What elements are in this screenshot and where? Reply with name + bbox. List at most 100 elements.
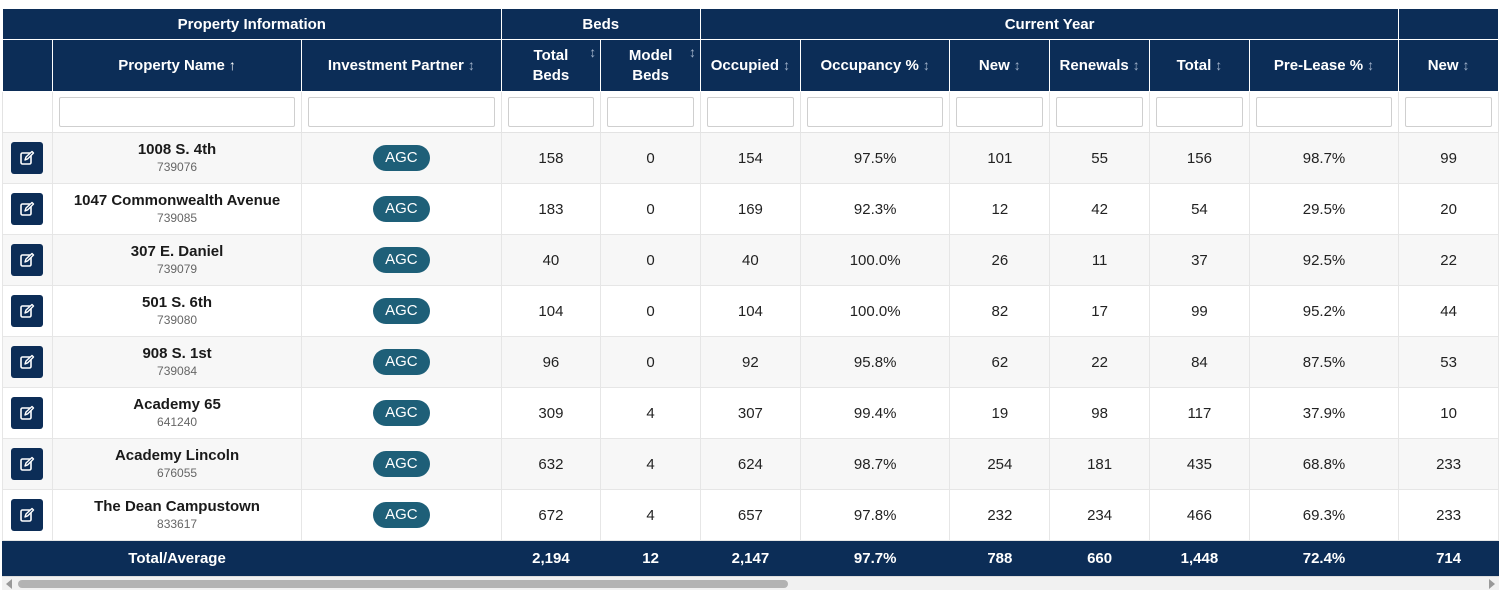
header-renewals[interactable]: Renewals ↕ xyxy=(1049,39,1151,92)
cell-occupancy: 99.4% xyxy=(799,387,951,439)
edit-icon xyxy=(20,354,35,369)
cell-total-beds: 40 xyxy=(500,234,602,286)
actions-cell xyxy=(2,285,53,337)
edit-button[interactable] xyxy=(11,193,44,225)
cell-occupancy: 98.7% xyxy=(799,438,951,490)
filter-renewals-input[interactable] xyxy=(1056,97,1144,127)
property-id: 739084 xyxy=(157,364,198,378)
cell-total: 435 xyxy=(1149,438,1250,490)
cell-prelease: 69.3% xyxy=(1248,489,1400,541)
cell-model-beds: 0 xyxy=(600,336,701,388)
totals-renewals: 660 xyxy=(1049,540,1151,576)
scrollbar-thumb[interactable] xyxy=(18,580,788,588)
property-name-cell[interactable]: 908 S. 1st 739084 xyxy=(51,336,303,388)
sort-asc-icon: ↑ xyxy=(228,57,236,73)
property-name[interactable]: 1047 Commonwealth Avenue xyxy=(73,192,281,209)
property-name[interactable]: 307 E. Daniel xyxy=(130,243,224,260)
cell-prelease: 68.8% xyxy=(1248,438,1400,490)
header-label: New xyxy=(978,57,1010,74)
property-name-cell[interactable]: The Dean Campustown 833617 xyxy=(51,489,303,541)
property-id: 739079 xyxy=(157,262,198,276)
edit-button[interactable] xyxy=(11,397,44,429)
investment-partner-cell: AGC xyxy=(301,183,502,235)
header-model-beds[interactable]: Model Beds ↕ xyxy=(600,39,701,92)
property-name-cell[interactable]: 1008 S. 4th 739076 xyxy=(51,132,303,184)
filter-cell xyxy=(949,91,1051,133)
property-name-cell[interactable]: Academy 65 641240 xyxy=(51,387,303,439)
cell-prelease: 92.5% xyxy=(1248,234,1400,286)
header-total-beds[interactable]: Total Beds ↕ xyxy=(500,39,602,92)
cell-new-next: 53 xyxy=(1398,336,1499,388)
header-investment-partner[interactable]: Investment Partner ↕ xyxy=(301,39,502,92)
sort-icon: ↕ xyxy=(1132,57,1140,73)
header-label: Beds xyxy=(632,66,669,84)
header-new[interactable]: New ↕ xyxy=(949,39,1051,92)
property-name[interactable]: Academy 65 xyxy=(133,396,221,413)
filter-model-beds-input[interactable] xyxy=(607,97,694,127)
property-name-cell[interactable]: 307 E. Daniel 739079 xyxy=(51,234,303,286)
header-occupancy-pct[interactable]: Occupancy % ↕ xyxy=(799,39,951,92)
edit-button[interactable] xyxy=(11,295,44,327)
table-row: Academy 65 641240 AGC 309 4 307 99.4% 19 98 117 37… xyxy=(2,387,1499,439)
cell-total: 156 xyxy=(1149,132,1250,184)
property-name[interactable]: The Dean Campustown xyxy=(94,498,260,515)
filter-occupied-input[interactable] xyxy=(706,97,794,127)
properties-table: Property Information Beds Current Year P… xyxy=(2,8,1499,576)
property-name[interactable]: 501 S. 6th xyxy=(142,294,213,311)
edit-button[interactable] xyxy=(11,142,44,174)
edit-button[interactable] xyxy=(11,244,44,276)
cell-occupancy: 100.0% xyxy=(799,234,951,286)
edit-icon xyxy=(20,303,35,318)
cell-model-beds: 4 xyxy=(600,489,701,541)
cell-occupied: 307 xyxy=(699,387,801,439)
property-name[interactable]: 908 S. 1st xyxy=(142,345,212,362)
property-name-cell[interactable]: 501 S. 6th 739080 xyxy=(51,285,303,337)
edit-icon xyxy=(20,252,35,267)
header-label: Occupancy % xyxy=(820,57,919,74)
sort-icon: ↕ xyxy=(467,57,475,73)
cell-new: 26 xyxy=(949,234,1051,286)
property-name[interactable]: 1008 S. 4th xyxy=(137,141,217,158)
filter-prelease-input[interactable] xyxy=(1255,97,1393,127)
cell-total: 37 xyxy=(1149,234,1250,286)
totals-partner xyxy=(301,540,502,576)
header-prelease-pct[interactable]: Pre-Lease % ↕ xyxy=(1248,39,1400,92)
filter-occupancy-input[interactable] xyxy=(806,97,944,127)
cell-renewals: 11 xyxy=(1049,234,1151,286)
cell-occupied: 154 xyxy=(699,132,801,184)
property-name-cell[interactable]: 1047 Commonwealth Avenue 739085 xyxy=(51,183,303,235)
totals-row: Total/Average 2,194 12 2,147 97.7% 788 6… xyxy=(2,540,1499,576)
header-new-next[interactable]: New ↕ xyxy=(1398,39,1499,92)
cell-occupied: 40 xyxy=(699,234,801,286)
cell-total: 117 xyxy=(1149,387,1250,439)
filter-investment-partner-input[interactable] xyxy=(308,97,495,127)
properties-grid: Property Information Beds Current Year P… xyxy=(2,8,1499,590)
totals-total-beds: 2,194 xyxy=(500,540,602,576)
filter-total-input[interactable] xyxy=(1156,97,1243,127)
filter-cell xyxy=(1049,91,1151,133)
arrow-right-icon[interactable] xyxy=(1489,579,1495,589)
edit-button[interactable] xyxy=(11,346,44,378)
actions-cell xyxy=(2,132,53,184)
investment-partner-cell: AGC xyxy=(301,489,502,541)
sort-icon: ↕ xyxy=(688,43,696,60)
header-occupied[interactable]: Occupied ↕ xyxy=(699,39,801,92)
horizontal-scrollbar[interactable] xyxy=(2,576,1499,590)
edit-button[interactable] xyxy=(11,448,44,480)
property-name[interactable]: Academy Lincoln xyxy=(114,447,240,464)
header-total[interactable]: Total ↕ xyxy=(1149,39,1250,92)
cell-model-beds: 0 xyxy=(600,132,701,184)
filter-total-beds-input[interactable] xyxy=(507,97,595,127)
arrow-left-icon[interactable] xyxy=(6,579,12,589)
filter-property-name-input[interactable] xyxy=(58,97,296,127)
filter-new-next-input[interactable] xyxy=(1405,97,1492,127)
investment-partner-cell: AGC xyxy=(301,132,502,184)
table-row: 501 S. 6th 739080 AGC 104 0 104 100.0% 82 17 99 95… xyxy=(2,285,1499,337)
edit-button[interactable] xyxy=(11,499,44,531)
header-property-name[interactable]: Property Name ↑ xyxy=(51,39,303,92)
property-name-cell[interactable]: Academy Lincoln 676055 xyxy=(51,438,303,490)
cell-total-beds: 104 xyxy=(500,285,602,337)
filter-new-input[interactable] xyxy=(956,97,1044,127)
cell-total: 54 xyxy=(1149,183,1250,235)
partner-badge: AGC xyxy=(373,298,430,324)
